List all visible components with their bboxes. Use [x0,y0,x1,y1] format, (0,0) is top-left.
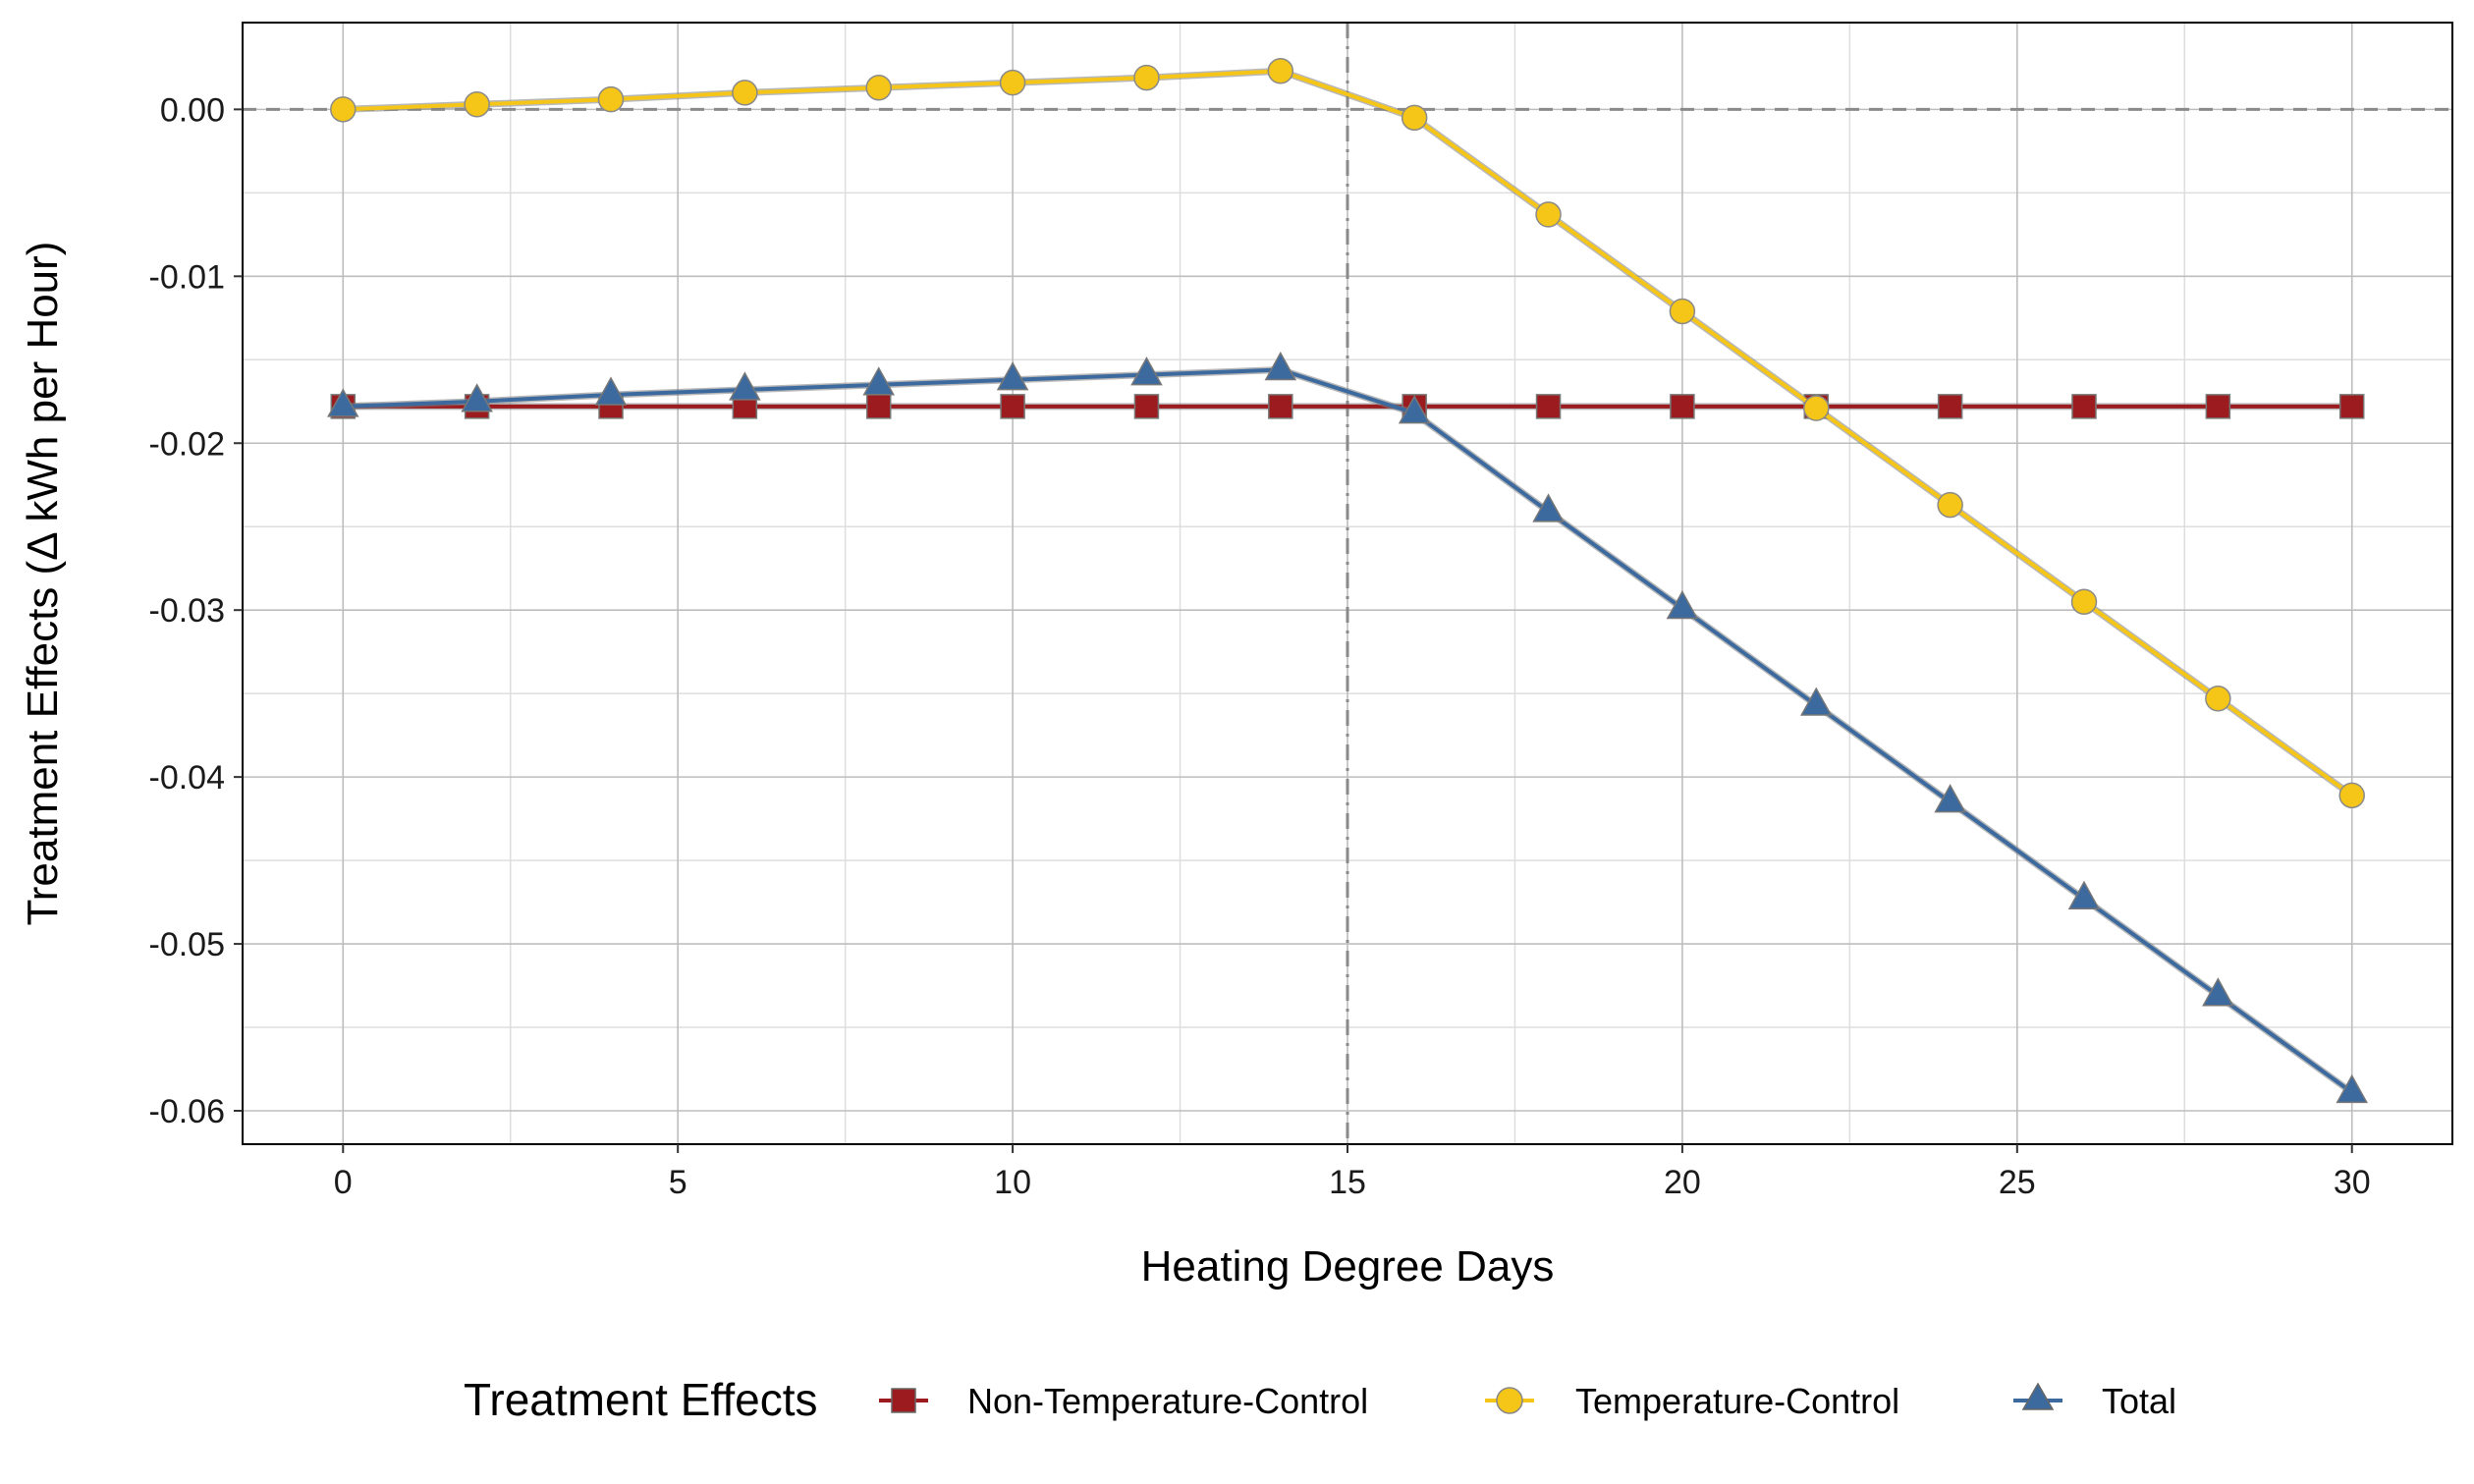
legend-label-temperature-control: Temperature-Control [1575,1381,1899,1421]
y-tick-label: 0.00 [160,91,225,129]
data-point-temperature-control [999,69,1026,96]
data-point-temperature-control [1669,298,1696,325]
data-point-temperature-control [330,96,357,123]
y-tick-label: -0.03 [149,592,226,630]
legend-item-non-temperature-control: Non-Temperature-Control [879,1381,1368,1421]
data-point-temperature-control [1535,201,1562,228]
data-point-total [1666,589,1699,620]
data-point-temperature-control [732,80,758,106]
data-point-total [1532,493,1565,522]
data-point-non-temperature-control [1268,394,1293,419]
data-point-temperature-control [2338,782,2365,809]
legend-circle-icon [1496,1387,1523,1414]
series-layer [326,58,2369,1104]
data-point-non-temperature-control [2071,394,2097,419]
data-point-non-temperature-control [1535,394,1562,419]
data-point-temperature-control [1803,395,1830,421]
legend: Treatment Effects Non-Temperature-Contro… [464,1374,2176,1425]
x-axis-title: Heating Degree Days [1141,1242,1555,1291]
legend-item-temperature-control: Temperature-Control [1485,1381,1899,1421]
data-point-total [1264,351,1297,381]
data-point-temperature-control [1267,58,1294,84]
data-point-total [1934,784,1966,813]
data-point-temperature-control [1133,64,1160,91]
data-point-total [1799,687,1833,716]
data-point-non-temperature-control [1133,394,1160,419]
data-point-temperature-control [2070,588,2098,615]
data-point-total [2202,977,2234,1007]
legend-item-total: Total [2013,1381,2176,1421]
y-tick-label: -0.01 [149,258,226,296]
x-tick-label: 15 [1329,1164,1366,1201]
x-tick-label: 0 [334,1164,353,1201]
x-tick-label: 10 [994,1164,1031,1201]
data-point-non-temperature-control [1670,394,1695,419]
legend-square-icon [891,1388,916,1413]
legend-triangle-icon [2021,1382,2055,1410]
data-point-total [729,371,761,401]
y-tick-label: -0.02 [149,425,226,463]
data-point-total [996,361,1029,391]
data-point-temperature-control [464,91,490,118]
x-tick-label: 5 [669,1164,687,1201]
data-point-total [1130,357,1163,386]
x-tick-label: 20 [1664,1164,1701,1201]
legend-label-non-temperature-control: Non-Temperature-Control [967,1381,1368,1421]
data-point-non-temperature-control [1000,394,1025,419]
data-point-total [461,383,493,412]
data-point-temperature-control [865,75,892,101]
data-point-total [326,388,359,417]
reference-lines [243,23,2452,1144]
data-point-total [2336,1073,2369,1104]
data-point-total [1398,395,1431,424]
y-tick-label: -0.06 [149,1093,226,1130]
series-line-temperature-control [343,69,2353,797]
data-point-temperature-control [2205,686,2231,712]
series-line-total [343,367,2353,1094]
y-tick-label: -0.05 [149,926,226,963]
data-point-temperature-control [1937,491,1963,519]
data-point-non-temperature-control [865,394,892,419]
data-point-total [2067,880,2101,909]
axis-layer: 0 5 10 15 20 25 30 0.00 -0.01 -0.02 -0.03 -0.04 -0.0… [149,91,2371,1201]
x-tick-label: 25 [1999,1164,2036,1201]
y-axis-title: Treatment Effects (Δ kWh per Hour) [19,242,67,926]
data-point-total [594,376,628,406]
legend-label-total: Total [2102,1381,2176,1421]
data-point-temperature-control [597,85,625,113]
data-point-non-temperature-control [2338,394,2365,419]
data-point-non-temperature-control [1937,394,1963,419]
legend-title: Treatment Effects [464,1374,817,1425]
x-tick-label: 30 [2334,1164,2371,1201]
data-point-temperature-control [1401,104,1428,132]
data-point-total [862,366,896,396]
data-point-non-temperature-control [2205,394,2231,419]
y-tick-label: -0.04 [149,759,226,797]
